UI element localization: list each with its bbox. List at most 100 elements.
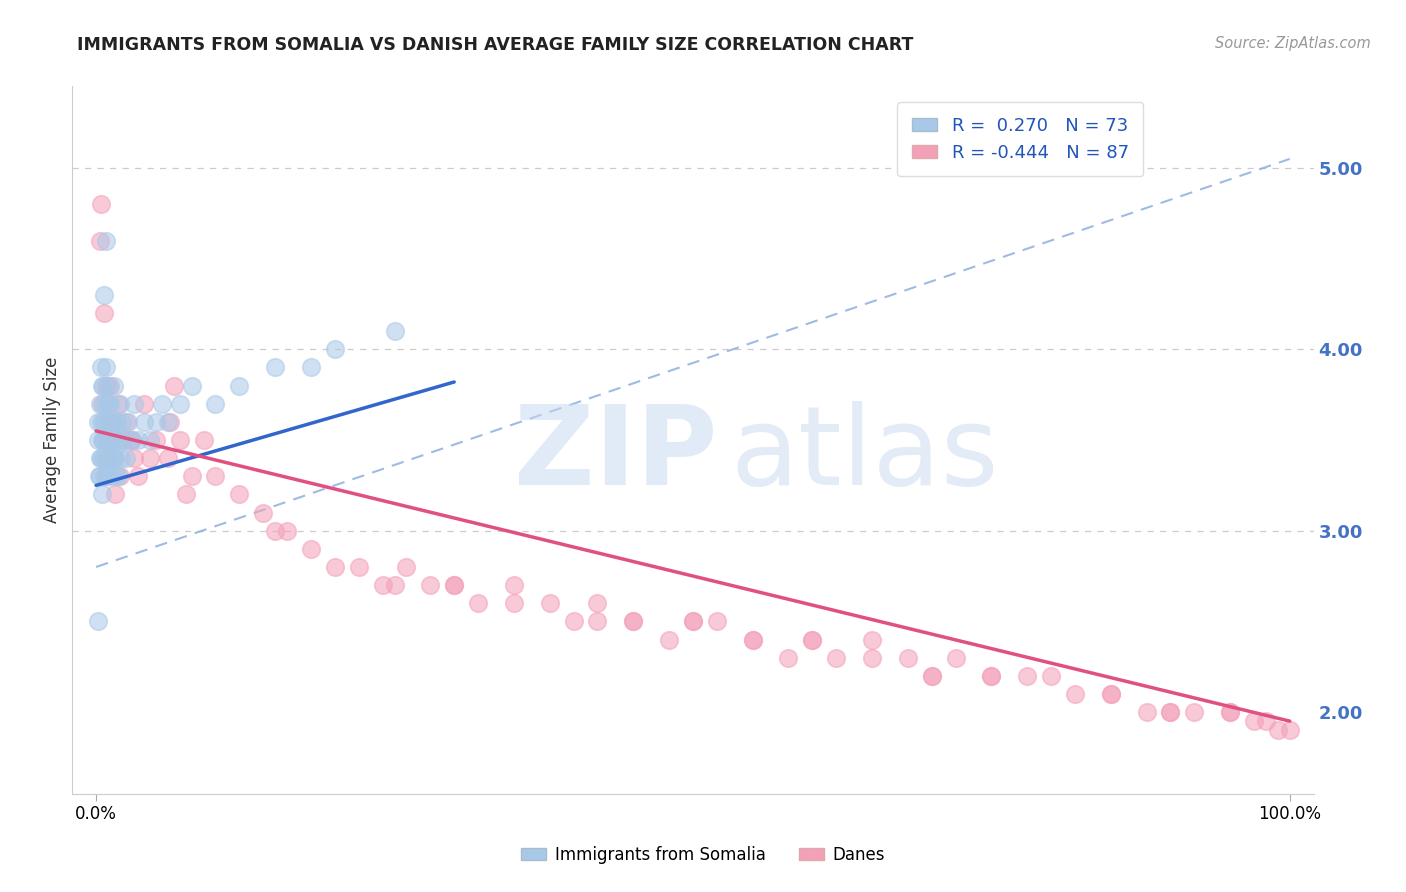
Immigrants from Somalia (103, 378, 125, 392)
Danes (502, 596, 524, 610)
Immigrants from Somalia (145, 415, 167, 429)
Immigrants from Somalia (117, 415, 139, 429)
Danes (1099, 687, 1122, 701)
Immigrants from Somalia (94, 360, 117, 375)
Danes (299, 541, 322, 556)
Danes (1254, 714, 1277, 728)
Text: Source: ZipAtlas.com: Source: ZipAtlas.com (1215, 36, 1371, 51)
Immigrants from Somalia (91, 415, 114, 429)
Immigrants from Somalia (91, 433, 114, 447)
Danes (94, 378, 117, 392)
Immigrants from Somalia (91, 433, 114, 447)
Danes (443, 578, 465, 592)
Danes (118, 433, 141, 447)
Danes (502, 578, 524, 592)
Danes (228, 487, 250, 501)
Danes (1278, 723, 1301, 738)
Immigrants from Somalia (139, 433, 162, 447)
Immigrants from Somalia (87, 415, 110, 429)
Danes (347, 560, 370, 574)
Danes (562, 615, 585, 629)
Immigrants from Somalia (127, 433, 149, 447)
Danes (586, 615, 609, 629)
Danes (860, 632, 883, 647)
Immigrants from Somalia (103, 433, 125, 447)
Immigrants from Somalia (101, 415, 124, 429)
Danes (111, 433, 134, 447)
Danes (706, 615, 728, 629)
Immigrants from Somalia (94, 415, 117, 429)
Danes (860, 650, 883, 665)
Immigrants from Somalia (228, 378, 250, 392)
Immigrants from Somalia (93, 469, 115, 483)
Immigrants from Somalia (89, 451, 111, 466)
Immigrants from Somalia (98, 451, 121, 466)
Danes (467, 596, 489, 610)
Danes (1219, 705, 1241, 719)
Danes (419, 578, 441, 592)
Immigrants from Somalia (96, 433, 118, 447)
Danes (103, 451, 125, 466)
Immigrants from Somalia (100, 415, 122, 429)
Immigrants from Somalia (97, 397, 120, 411)
Immigrants from Somalia (96, 451, 118, 466)
Danes (108, 469, 131, 483)
Danes (741, 632, 763, 647)
Immigrants from Somalia (108, 397, 131, 411)
Danes (1219, 705, 1241, 719)
Immigrants from Somalia (90, 360, 112, 375)
Immigrants from Somalia (112, 433, 135, 447)
Y-axis label: Average Family Size: Average Family Size (44, 357, 60, 524)
Immigrants from Somalia (111, 415, 134, 429)
Danes (100, 378, 122, 392)
Immigrants from Somalia (94, 415, 117, 429)
Immigrants from Somalia (87, 469, 110, 483)
Immigrants from Somalia (104, 433, 127, 447)
Text: atlas: atlas (730, 401, 998, 508)
Danes (100, 415, 122, 429)
Danes (658, 632, 681, 647)
Immigrants from Somalia (105, 415, 128, 429)
Danes (193, 433, 215, 447)
Danes (91, 397, 114, 411)
Immigrants from Somalia (299, 360, 322, 375)
Immigrants from Somalia (91, 487, 114, 501)
Danes (897, 650, 920, 665)
Danes (1267, 723, 1289, 738)
Immigrants from Somalia (115, 451, 138, 466)
Danes (204, 469, 226, 483)
Immigrants from Somalia (93, 397, 115, 411)
Danes (121, 433, 143, 447)
Immigrants from Somalia (93, 288, 115, 302)
Immigrants from Somalia (97, 469, 120, 483)
Danes (90, 197, 112, 211)
Danes (276, 524, 298, 538)
Immigrants from Somalia (204, 397, 226, 411)
Immigrants from Somalia (100, 433, 122, 447)
Danes (1182, 705, 1205, 719)
Immigrants from Somalia (94, 469, 117, 483)
Immigrants from Somalia (94, 234, 117, 248)
Immigrants from Somalia (97, 378, 120, 392)
Immigrants from Somalia (124, 397, 146, 411)
Danes (1135, 705, 1157, 719)
Immigrants from Somalia (100, 469, 122, 483)
Danes (124, 451, 146, 466)
Danes (264, 524, 287, 538)
Danes (174, 487, 197, 501)
Immigrants from Somalia (98, 415, 121, 429)
Immigrants from Somalia (90, 451, 112, 466)
Danes (682, 615, 704, 629)
Danes (741, 632, 763, 647)
Immigrants from Somalia (105, 415, 128, 429)
Immigrants from Somalia (87, 433, 110, 447)
Immigrants from Somalia (103, 451, 125, 466)
Danes (89, 234, 111, 248)
Immigrants from Somalia (89, 469, 111, 483)
Immigrants from Somalia (96, 451, 118, 466)
Danes (107, 397, 129, 411)
Immigrants from Somalia (107, 469, 129, 483)
Immigrants from Somalia (150, 397, 173, 411)
Danes (98, 415, 121, 429)
Text: ZIP: ZIP (515, 401, 718, 508)
